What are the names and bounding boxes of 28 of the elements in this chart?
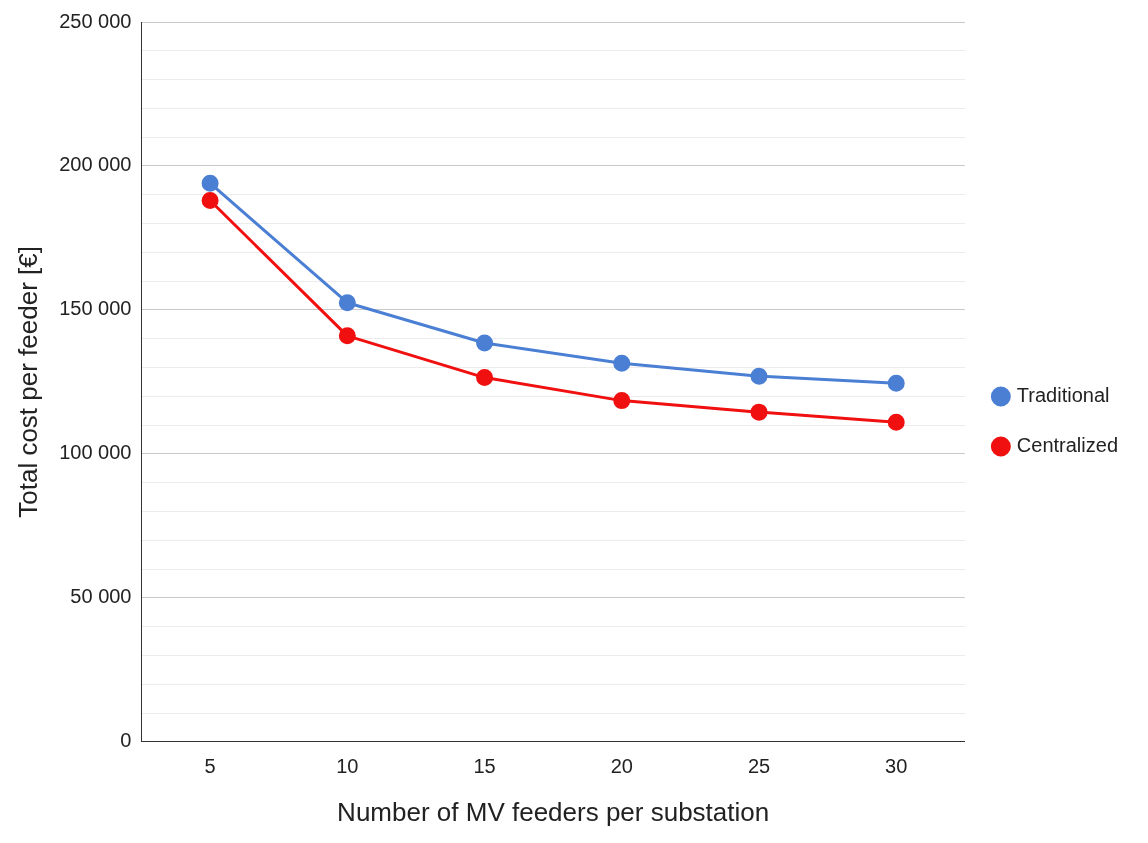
y-tick-label: 50 000	[70, 585, 132, 608]
y-tick-label: 100 000	[59, 441, 132, 464]
x-tick-label: 25	[747, 755, 771, 778]
x-tick-label: 5	[204, 755, 216, 778]
x-tick-label: 15	[473, 755, 496, 778]
point	[750, 403, 768, 421]
y-tick-label: 200 000	[59, 153, 132, 176]
point	[750, 367, 768, 385]
x-axis-title: Number of MV feeders per substation	[337, 796, 770, 827]
point	[613, 354, 631, 372]
y-axis-title: Total cost per feeder [€]	[12, 246, 43, 518]
point	[887, 413, 905, 431]
point	[476, 334, 494, 352]
point	[476, 369, 494, 387]
point	[338, 294, 356, 312]
y-tick-label: 250 000	[59, 9, 132, 32]
point	[613, 392, 631, 410]
point	[338, 327, 356, 345]
y-tick-label: 150 000	[59, 297, 132, 320]
x-tick-label: 20	[610, 755, 633, 778]
point	[201, 174, 219, 192]
y-tick-label: 0	[120, 729, 132, 752]
point	[201, 192, 219, 210]
legend-label: Traditional	[1016, 384, 1110, 407]
x-tick-label: 10	[336, 755, 359, 778]
x-tick-label: 30	[885, 755, 908, 778]
legend-label: Centralized	[1016, 434, 1119, 457]
point	[887, 374, 905, 392]
